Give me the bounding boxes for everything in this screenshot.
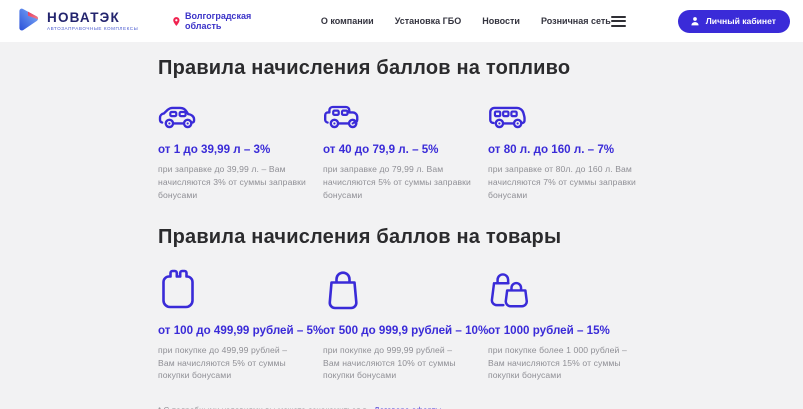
logo-subtitle: АВТОЗАПРАВОЧНЫЕ КОМПЛЕКСЫ bbox=[47, 25, 139, 31]
account-button[interactable]: Личный кабинет bbox=[677, 9, 790, 33]
goods-card-3-title: от 1000 рублей – 15% bbox=[488, 323, 610, 337]
nav-item-retail[interactable]: Розничная сеть bbox=[540, 16, 611, 26]
nav-item-gbo[interactable]: Установка ГБО bbox=[394, 16, 462, 26]
logo-title: НОВАТЭК bbox=[47, 9, 120, 25]
header: НОВАТЭК АВТОЗАПРАВОЧНЫЕ КОМПЛЕКСЫ Волгог… bbox=[0, 0, 803, 42]
goods-card-3: от 1000 рублей – 15% при покупке более 1… bbox=[488, 263, 636, 383]
fuel-card-2-title: от 40 до 79,9 л. – 5% bbox=[323, 143, 439, 156]
person-icon bbox=[691, 16, 699, 25]
suv-icon bbox=[323, 94, 471, 132]
fuel-card-2-description: при заправке до 79,99 л. Вам начисляются… bbox=[323, 164, 471, 200]
goods-cards: от 100 до 499,99 рублей – 5% при покупке… bbox=[158, 263, 803, 383]
bus-icon bbox=[488, 94, 636, 132]
goods-card-1-description: при покупке до 499,99 рублей – Вам начис… bbox=[158, 344, 288, 381]
fuel-card-1: от 1 до 39,99 л – 3% при заправке до 39,… bbox=[158, 94, 306, 202]
shopping-bag-icon bbox=[323, 263, 471, 313]
footnote-text-after: » bbox=[442, 406, 447, 409]
goods-card-3-description: при покупке более 1 000 рублей – Вам нач… bbox=[488, 344, 627, 381]
fuel-card-3-description: при заправке от 80л. до 160 л. Вам начис… bbox=[488, 164, 636, 200]
goods-card-2-description: при покупке до 999,99 рублей – Вам начис… bbox=[323, 344, 456, 381]
logo[interactable]: НОВАТЭК АВТОЗАПРАВОЧНЫЕ КОМПЛЕКСЫ bbox=[14, 6, 138, 36]
section-title-goods: Правила начисления баллов на товары bbox=[158, 225, 562, 248]
paper-bag-icon bbox=[158, 263, 306, 313]
fuel-card-3: от 80 л. до 160 л. – 7% при заправке от … bbox=[488, 94, 636, 202]
fuel-card-1-title: от 1 до 39,99 л – 3% bbox=[158, 143, 271, 156]
map-pin-icon bbox=[173, 16, 180, 26]
offer-footnote: * С подробными условиями вы можете ознак… bbox=[158, 406, 803, 409]
novatek-logo-icon bbox=[19, 8, 39, 31]
fuel-cards: от 1 до 39,99 л – 3% при заправке до 39,… bbox=[158, 94, 803, 202]
hamburger-icon[interactable] bbox=[610, 15, 626, 27]
nav-item-about[interactable]: О компании bbox=[320, 16, 374, 26]
region-label: Волгоградская область bbox=[184, 11, 252, 31]
fuel-card-1-description: при заправке до 39,99 л. – Вам начисляют… bbox=[158, 164, 306, 200]
goods-card-2-title: от 500 до 999,9 рублей – 10% bbox=[323, 323, 489, 337]
shopping-bags-icon bbox=[488, 263, 636, 313]
fuel-card-3-title: от 80 л. до 160 л. – 7% bbox=[488, 143, 615, 156]
account-button-label: Личный кабинет bbox=[705, 16, 776, 26]
goods-card-1: от 100 до 499,99 рублей – 5% при покупке… bbox=[158, 263, 324, 383]
region-selector[interactable]: Волгоградская область bbox=[172, 11, 277, 31]
footnote-text-before: * С подробными условиями вы можете ознак… bbox=[158, 406, 374, 409]
section-title-fuel: Правила начисления баллов на топливо bbox=[158, 57, 571, 79]
offer-link[interactable]: Договоре оферты bbox=[374, 406, 442, 409]
goods-card-2: от 500 до 999,9 рублей – 10% при покупке… bbox=[323, 263, 489, 383]
main-nav: О компании Установка ГБО Новости Розничн… bbox=[321, 16, 611, 26]
main-content: Правила начисления баллов на топливо от … bbox=[0, 42, 803, 409]
nav-item-news[interactable]: Новости bbox=[482, 16, 520, 26]
fuel-card-2: от 40 до 79,9 л. – 5% при заправке до 79… bbox=[323, 94, 471, 202]
goods-card-1-title: от 100 до 499,99 рублей – 5% bbox=[158, 323, 324, 337]
car-icon bbox=[158, 94, 306, 132]
